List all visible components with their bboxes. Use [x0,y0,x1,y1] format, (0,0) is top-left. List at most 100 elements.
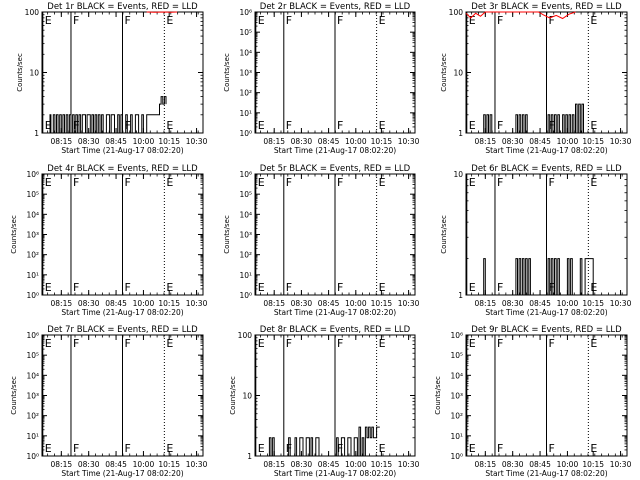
marker-label-bottom: E [469,281,476,294]
y-tick-label: 10⁰ [239,129,252,138]
marker-label-bottom: E [590,281,597,294]
x-axis-label: Start Time (21-Aug-17 08:02:20) [485,469,607,478]
x-axis-label: Start Time (21-Aug-17 08:02:20) [61,469,183,478]
x-tick-label: 08:15 [51,299,73,308]
marker-label-bottom: F [125,442,131,455]
marker-label-bottom: E [166,442,173,455]
x-axis-label: Start Time (21-Aug-17 08:02:20) [274,469,396,478]
x-tick-label: 10:15 [371,137,393,146]
x-axis-label: Start Time (21-Aug-17 08:02:20) [485,308,607,317]
y-axis-label: Counts/sec [440,53,448,92]
y-tick-label: 10⁶ [239,170,252,179]
y-tick-label: 10⁰ [450,452,463,461]
x-tick-label: 08:45 [318,137,340,146]
marker-label-top: F [286,176,292,189]
x-tick-label: 08:45 [318,299,340,308]
y-tick-label: 10³ [450,392,463,401]
marker-label-bottom: E [379,442,386,455]
marker-label-top: F [125,14,131,27]
y-axis-label: Counts/sec [229,376,237,415]
y-tick-label: 10⁵ [26,351,39,360]
marker-label-top: F [549,14,555,27]
marker-label-bottom: F [337,442,343,455]
y-tick-label: 10⁶ [450,331,463,340]
marker-label-bottom: F [497,119,503,132]
marker-label-bottom: E [166,281,173,294]
events-series-line [255,426,380,457]
marker-label-bottom: F [497,442,503,455]
x-tick-label: 10:30 [610,137,632,146]
marker-label-bottom: E [379,119,386,132]
y-axis-label: Counts/sec [434,376,442,415]
x-tick-label: 10:00 [133,299,155,308]
y-tick-label: 10⁶ [239,8,252,17]
marker-label-bottom: F [125,281,131,294]
marker-label-top: F [337,176,343,189]
y-tick-label: 10¹ [26,271,39,280]
x-tick-label: 10:00 [345,299,367,308]
marker-label-bottom: E [258,281,265,294]
marker-label-top: E [379,337,386,350]
y-axis-label: Counts/sec [16,53,24,92]
x-tick-label: 10:00 [345,460,367,469]
marker-label-top: E [469,337,476,350]
events-series-line [42,96,167,134]
y-axis-label: Counts/sec [440,215,448,254]
x-tick-label: 10:15 [582,137,604,146]
x-tick-label: 08:30 [78,299,100,308]
x-axis-label: Start Time (21-Aug-17 08:02:20) [61,308,183,317]
y-tick-label: 10² [239,251,252,260]
x-axis-label: Start Time (21-Aug-17 08:02:20) [61,146,183,155]
x-tick-label: 08:30 [78,137,100,146]
x-tick-label: 08:15 [51,460,73,469]
x-tick-label: 08:30 [78,460,100,469]
marker-label-bottom: E [45,281,52,294]
marker-label-bottom: F [73,281,79,294]
x-tick-label: 10:00 [557,137,579,146]
x-tick-label: 10:00 [133,137,155,146]
marker-label-top: E [379,176,386,189]
panel-title: Det 7r BLACK = Events, RED = LLD [47,325,198,335]
marker-label-top: E [45,337,52,350]
y-tick-label: 10¹ [450,432,463,441]
events-series-line [466,258,627,296]
panel-det-9r: Det 9r BLACK = Events, RED = LLD 10⁰ 10¹ 10… [434,325,632,478]
marker-label-top: F [73,14,79,27]
marker-label-bottom: E [258,119,265,132]
y-tick-label: 1 [458,291,463,300]
y-tick-label: 10³ [26,392,39,401]
marker-label-top: F [73,176,79,189]
marker-label-top: E [379,14,386,27]
y-tick-label: 100 [25,8,40,17]
marker-label-top: F [549,337,555,350]
marker-label-top: E [258,14,265,27]
y-tick-label: 10⁶ [26,170,39,179]
x-tick-label: 08:45 [105,299,127,308]
y-tick-label: 1 [247,452,252,461]
x-tick-label: 10:30 [610,460,632,469]
lld-series-line [465,11,576,20]
marker-label-bottom: F [549,442,555,455]
marker-label-top: F [337,337,343,350]
x-tick-label: 10:00 [557,460,579,469]
y-tick-label: 10⁴ [450,371,463,380]
panel-det-5r: Det 5r BLACK = Events, RED = LLD 10⁰ 10¹ 10… [223,164,420,317]
marker-label-top: E [590,14,597,27]
x-tick-label: 10:30 [186,299,208,308]
panel-det-1r: Det 1r BLACK = Events, RED = LLD 1 10 100 Co… [16,2,208,155]
marker-label-top: E [258,337,265,350]
marker-label-bottom: E [469,119,476,132]
y-tick-label: 10² [239,89,252,98]
panel-title: Det 1r BLACK = Events, RED = LLD [47,2,198,12]
y-tick-label: 10³ [239,69,252,78]
marker-label-bottom: F [286,119,292,132]
marker-label-top: F [497,176,503,189]
x-tick-label: 08:15 [263,299,285,308]
y-tick-label: 10 [453,69,463,78]
panel-title: Det 6r BLACK = Events, RED = LLD [471,164,622,174]
panel-det-6r: Det 6r BLACK = Events, RED = LLD 1 10 Count… [440,164,632,317]
marker-label-top: E [45,14,52,27]
x-tick-label: 08:30 [291,460,313,469]
y-axis-label: Counts/sec [10,376,18,415]
